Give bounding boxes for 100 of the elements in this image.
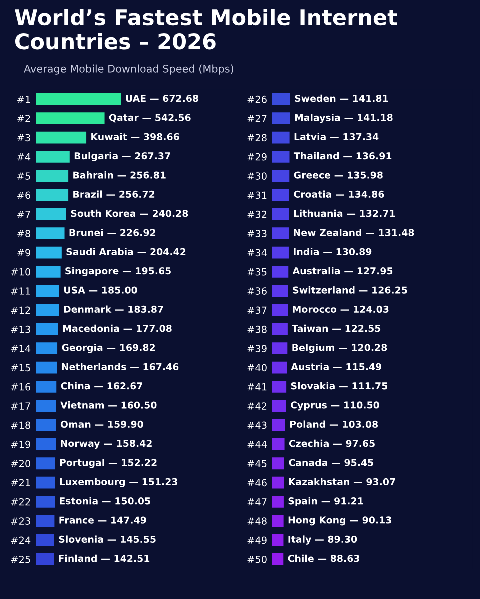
data-label: France — 147.49 [60, 516, 146, 524]
y-tick-label: #30 [248, 172, 267, 180]
data-label: Saudi Arabia — 204.42 [66, 248, 186, 256]
y-tick-label: #19 [11, 440, 30, 448]
data-label: Taiwan — 122.55 [292, 324, 381, 332]
bar [272, 170, 290, 182]
y-tick-label: #44 [248, 441, 267, 448]
y-tick-label: #23 [11, 518, 30, 525]
bar [272, 246, 289, 259]
data-label: Spain — 91.21 [288, 497, 364, 507]
y-tick-label: #24 [11, 536, 31, 544]
data-label: Switzerland — 126.25 [293, 286, 408, 294]
y-tick-label: #29 [248, 153, 267, 161]
y-tick-label: #34 [248, 249, 267, 257]
data-label: Brunei — 226.92 [70, 229, 156, 236]
data-label: Czechia — 97.65 [289, 440, 375, 448]
data-label: Bulgaria — 267.37 [74, 152, 170, 162]
y-tick-label: #28 [248, 134, 267, 142]
y-tick-label: #18 [11, 422, 30, 430]
bar [36, 496, 56, 508]
y-tick-label: #33 [248, 230, 267, 238]
bar [272, 554, 284, 566]
y-tick-label: #17 [11, 402, 30, 410]
bar [36, 362, 58, 374]
y-tick-label: #12 [11, 306, 30, 314]
bar [36, 150, 70, 163]
bar [36, 515, 55, 528]
y-tick-label: #40 [248, 364, 267, 372]
bar [272, 208, 290, 220]
y-tick-label: #47 [248, 498, 267, 506]
data-label: Norway — 158.42 [61, 440, 152, 450]
y-tick-label: #39 [248, 345, 267, 352]
bar [36, 476, 56, 489]
data-label: Slovakia — 111.75 [291, 382, 388, 390]
bar [272, 381, 287, 393]
y-tick-label: #10 [11, 268, 30, 276]
data-label: Australia — 127.95 [292, 267, 393, 275]
bar [272, 458, 284, 470]
data-label: Italy — 89.30 [288, 536, 358, 545]
data-label: New Zealand — 131.48 [294, 229, 414, 236]
data-label: Kuwait — 398.66 [92, 133, 180, 141]
bar [36, 132, 87, 144]
bar [272, 150, 290, 163]
data-label: Poland — 103.08 [290, 420, 378, 428]
data-label: Qatar — 542.56 [109, 114, 191, 123]
data-label: Sweden — 141.81 [295, 94, 388, 102]
bar [36, 246, 62, 259]
y-tick-label: #27 [248, 115, 267, 122]
data-label: Canada — 95.45 [289, 459, 374, 466]
y-tick-label: #8 [18, 230, 30, 238]
bar [272, 285, 288, 298]
y-tick-label: #11 [11, 288, 30, 295]
data-label: Finland — 142.51 [59, 554, 150, 562]
y-tick-label: #21 [11, 479, 30, 486]
y-tick-label: #42 [248, 402, 267, 410]
y-tick-label: #2 [18, 115, 30, 122]
data-label: Portugal — 152.22 [60, 459, 157, 468]
data-label: Singapore — 195.65 [66, 267, 171, 277]
data-label: Greece — 135.98 [294, 172, 383, 179]
data-label: Austria — 115.49 [291, 363, 382, 371]
y-tick-label: #13 [11, 326, 30, 334]
data-label: Macedonia — 177.08 [63, 324, 172, 332]
y-tick-label: #35 [248, 268, 267, 276]
bar [36, 208, 66, 220]
y-tick-label: #25 [11, 556, 30, 564]
y-tick-label: #20 [11, 460, 30, 468]
data-label: Netherlands — 167.46 [62, 363, 179, 371]
bar [36, 266, 61, 278]
bar [272, 324, 288, 336]
y-tick-label: #50 [248, 556, 267, 564]
bar [36, 112, 105, 125]
y-tick-label: #46 [248, 479, 267, 487]
data-label: South Korea — 240.28 [71, 210, 188, 218]
y-tick-label: #38 [248, 326, 267, 334]
y-tick-label: #4 [18, 154, 31, 161]
y-tick-label: #49 [248, 536, 267, 544]
data-label: Malaysia — 141.18 [295, 114, 393, 124]
data-label: Kazakhstan — 93.07 [289, 478, 396, 486]
bar [36, 458, 56, 470]
bar [272, 419, 286, 432]
bar [272, 515, 284, 528]
bar [36, 400, 56, 412]
data-label: UAE — 672.68 [126, 95, 198, 102]
bar [36, 381, 57, 393]
bar [36, 324, 58, 336]
bar [272, 476, 284, 489]
data-label: Morocco — 124.03 [293, 306, 389, 314]
y-tick-label: #43 [248, 422, 267, 430]
data-label: Bahrain — 256.81 [74, 172, 166, 179]
y-tick-label: #22 [11, 498, 30, 506]
data-label: Estonia — 150.05 [60, 497, 150, 505]
y-tick-label: #32 [248, 210, 267, 218]
data-label: Lithuania — 132.71 [294, 210, 396, 218]
y-tick-label: #48 [248, 518, 267, 525]
y-tick-label: #31 [248, 192, 267, 200]
bar [36, 438, 56, 450]
data-label: Vietnam — 160.50 [60, 402, 157, 409]
data-label: Luxembourg — 151.23 [60, 478, 178, 488]
data-label: Belgium — 120.28 [292, 344, 388, 354]
bar [272, 189, 290, 202]
